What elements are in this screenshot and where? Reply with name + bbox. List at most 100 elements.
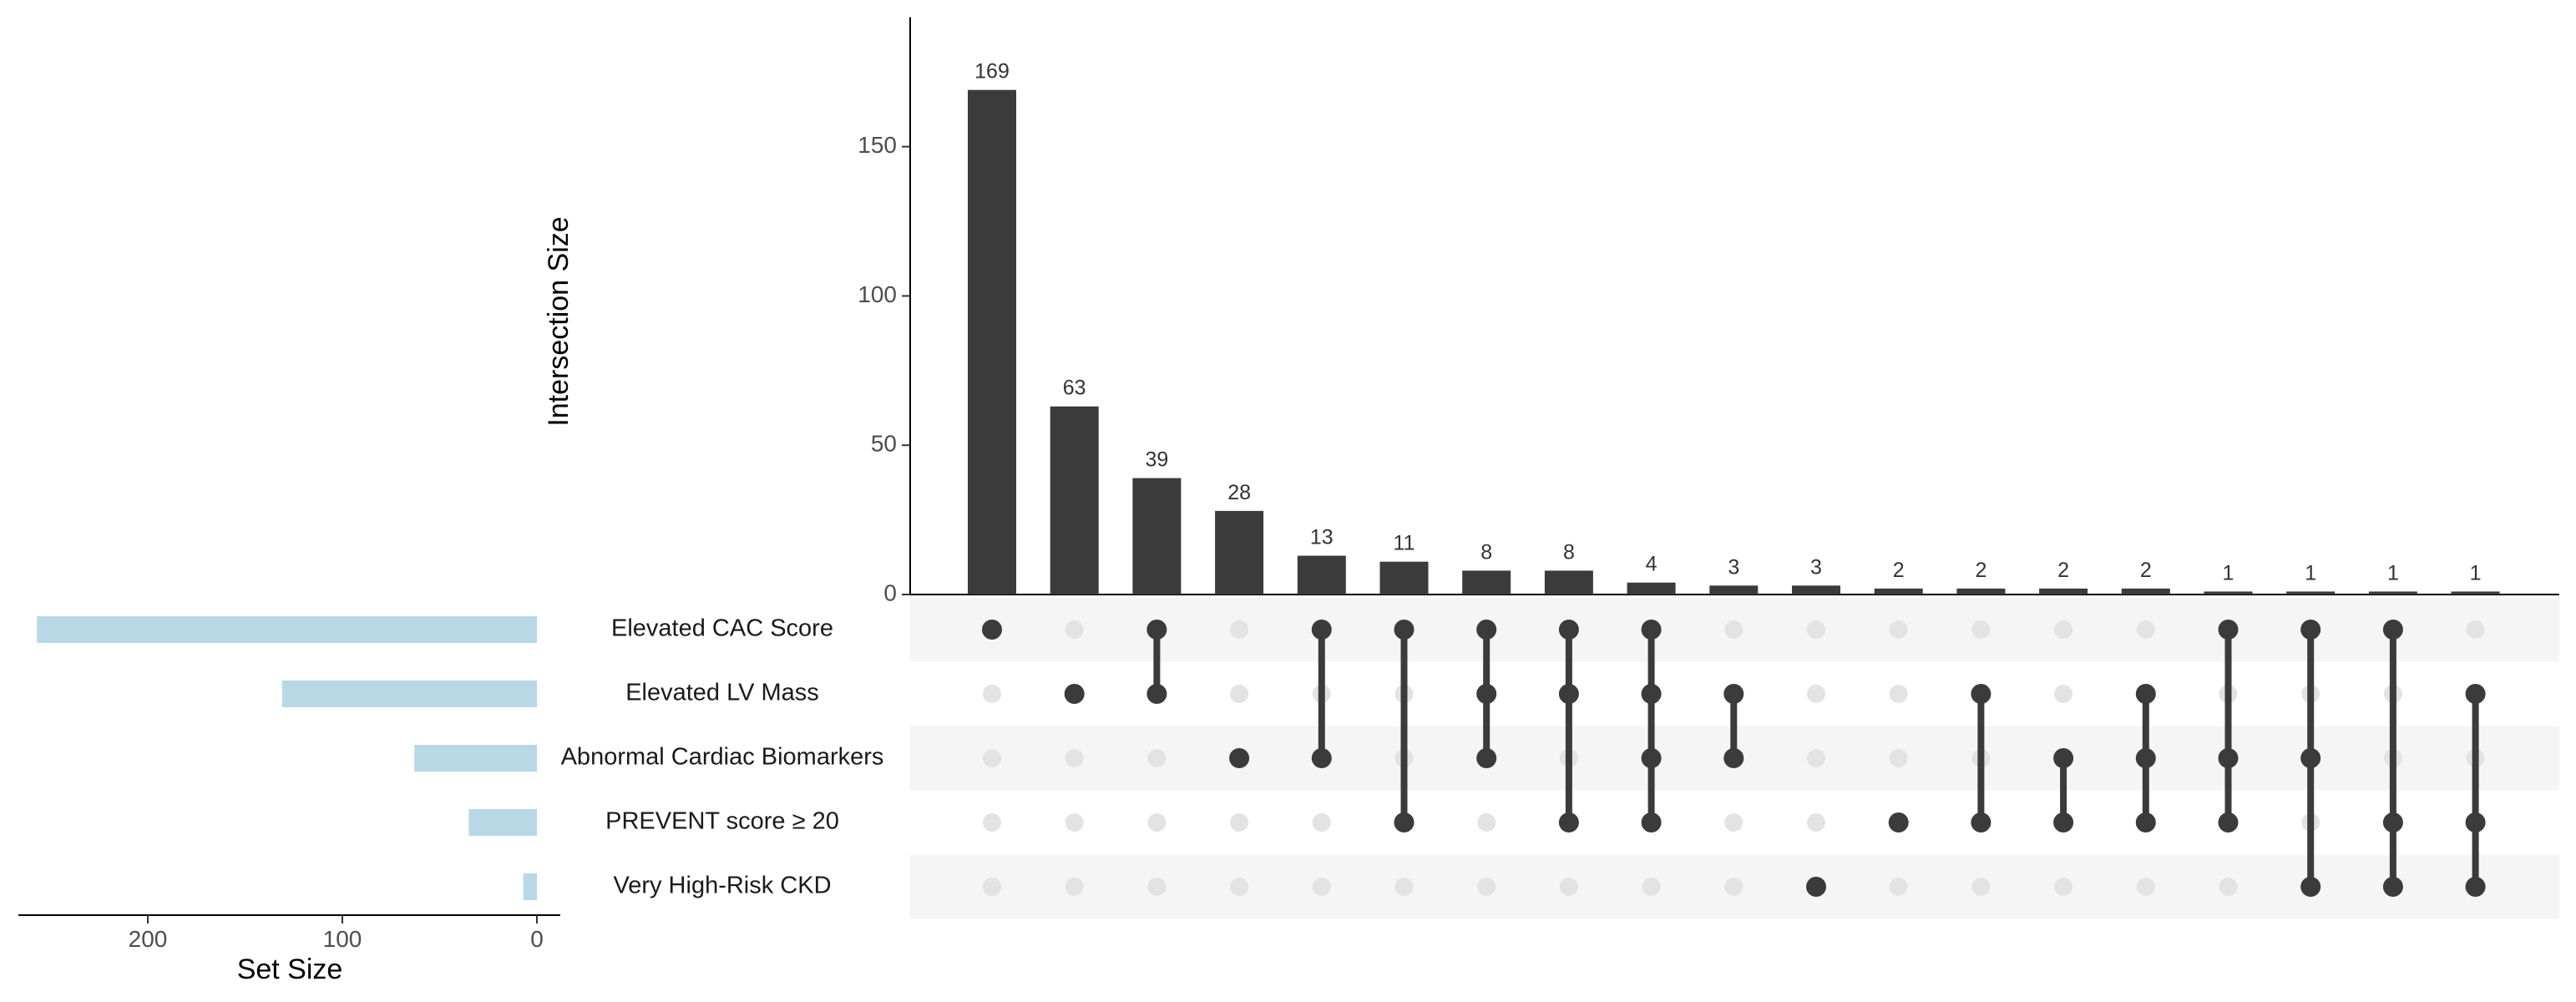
intersection-bar-label: 13 [1310,526,1334,549]
set-size-tick-label: 200 [129,926,168,952]
matrix-dot-active [1476,620,1497,640]
set-size-bar [281,681,537,707]
matrix-dot-inactive [1065,620,1084,639]
intersection-bar [1627,582,1676,595]
matrix-dot-inactive [1559,878,1578,896]
matrix-dot-inactive [1065,813,1084,832]
matrix-dot-active [1311,620,1332,640]
intersection-bar [1956,588,2006,595]
intersection-bar [1709,585,1759,595]
matrix-dot-active [1146,620,1167,640]
matrix-dot-active [2218,748,2239,768]
matrix-dot-active [2382,877,2403,897]
intersection-size-axis-title: Intersection Size [543,216,574,426]
set-size-bar [523,873,537,900]
matrix-dot-inactive [1477,878,1496,896]
set-label: Elevated LV Mass [625,680,819,706]
matrix-dot-active [2053,812,2074,832]
matrix-dot-active [2465,684,2486,704]
matrix-dot-inactive [983,878,1001,896]
matrix-dot-active [1146,684,1167,704]
intersection-size-axis: 0 50 100 150 [858,17,2559,605]
intersection-bar [2368,591,2417,595]
matrix-dot-inactive [983,813,1001,832]
matrix-dot-inactive [1807,813,1825,832]
matrix-dot-inactive [2054,878,2073,896]
matrix-dot-inactive [1724,620,1743,639]
set-size-axis-title: Set Size [237,954,343,985]
matrix-dot-active [1476,748,1497,768]
matrix-dot-inactive [1724,878,1743,896]
matrix-dot-active [1558,812,1579,832]
intersection-bar [2039,588,2088,595]
matrix-dot-inactive [1889,749,1908,767]
set-size-tick-label: 0 [530,926,544,952]
matrix-dot-inactive [2054,620,2073,639]
matrix-dot-active [1641,748,1662,768]
intersection-bar [968,89,1016,595]
matrix-dot-inactive [1889,685,1908,703]
matrix-dot-inactive [1230,620,1249,639]
intersection-bar [1379,561,1429,595]
membership-matrix [982,620,2486,897]
matrix-dot-active [1394,812,1415,832]
intersection-bar [1215,510,1264,595]
intersection-bar [1874,588,1923,595]
intersection-bar-label: 3 [1728,555,1739,579]
matrix-dot-active [1806,877,1826,897]
matrix-dot-inactive [1889,620,1908,639]
matrix-dot-inactive [1477,813,1496,832]
matrix-dot-active [1971,812,1991,832]
matrix-dot-inactive [1807,749,1825,767]
matrix-dot-active [1971,684,1991,704]
matrix-dot-inactive [1065,749,1084,767]
intersection-bar-label: 2 [1893,559,1905,582]
matrix-dot-active [2218,620,2239,640]
matrix-dot-active [1641,684,1662,704]
matrix-dot-inactive [1642,878,1661,896]
intersection-bar-label: 11 [1394,532,1415,555]
matrix-dot-inactive [1807,620,1825,639]
matrix-dot-active [2300,748,2321,768]
intersection-bar-label: 1 [2223,561,2234,584]
intersection-bar-label: 63 [1063,377,1086,400]
y-tick-label: 0 [883,579,897,605]
matrix-dot-active [2135,812,2156,832]
matrix-dot-inactive [2054,685,2073,703]
intersection-bar-label: 2 [1975,559,1986,582]
matrix-dot-active [2300,877,2321,897]
set-label: Abnormal Cardiac Biomarkers [561,744,884,771]
set-label: PREVENT score ≥ 20 [605,808,839,835]
intersection-bar-label: 8 [1563,540,1575,564]
intersection-bar [1544,570,1593,595]
y-tick-label: 150 [858,132,897,158]
matrix-dot-active [2382,620,2403,640]
set-size-tick-label: 100 [323,926,362,952]
matrix-dot-active [1229,748,1250,768]
matrix-dot-inactive [1312,813,1331,832]
matrix-dot-inactive [1065,878,1084,896]
intersection-bar-label: 28 [1227,481,1251,504]
matrix-dot-inactive [983,685,1001,703]
matrix-dot-inactive [2219,878,2238,896]
set-labels: Elevated CAC Score Elevated LV Mass Abnorm… [561,615,884,899]
matrix-dot-inactive [1147,813,1167,832]
intersection-bar-label: 8 [1480,540,1492,564]
matrix-dot-inactive [1807,685,1825,703]
matrix-dot-active [1641,620,1662,640]
matrix-dot-active [1888,812,1909,832]
set-label: Elevated CAC Score [611,615,833,642]
matrix-dot-active [982,620,1002,640]
set-size-bar [468,809,537,836]
intersection-bar [1132,478,1182,595]
matrix-dot-active [1641,812,1662,832]
intersection-bar-label: 169 [974,60,1010,84]
matrix-dot-inactive [1971,620,1991,639]
set-size-axis: 0 100 200 [18,914,560,952]
matrix-dot-active [2053,748,2074,768]
set-size-bars [37,616,537,900]
matrix-dot-inactive [1230,813,1249,832]
matrix-dot-inactive [1889,878,1908,896]
